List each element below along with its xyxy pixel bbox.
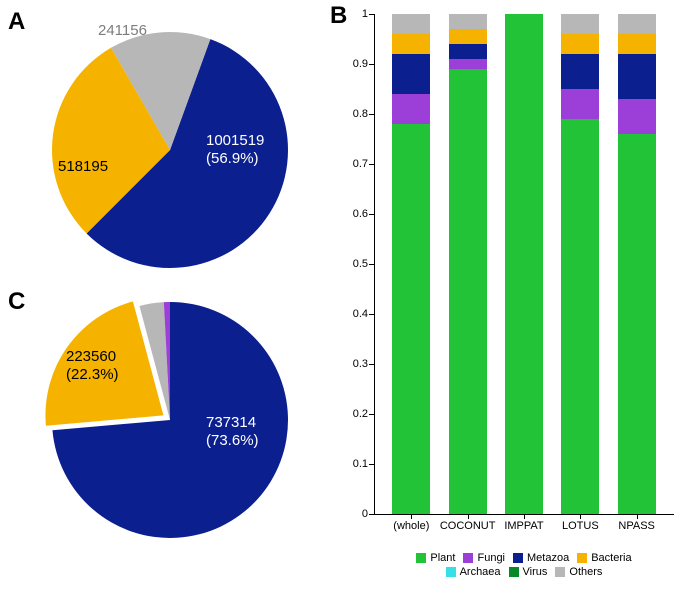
bar-segment [449,59,487,69]
y-tick-label: 0.3 [346,358,368,370]
bar [505,14,543,514]
y-tick-label: 0.7 [346,158,368,170]
legend-swatch [555,567,565,577]
y-tick [369,514,374,515]
bar-segment [561,119,599,514]
legend-label: Plant [430,552,455,564]
y-tick [369,164,374,165]
bar [449,14,487,514]
pie-c-value-label: 737314 (73.6%) [206,414,259,450]
bar-segment [392,94,430,124]
y-tick [369,364,374,365]
legend-swatch [509,567,519,577]
legend-label: Archaea [460,566,501,578]
bar-segment [618,134,656,514]
legend-label: Others [569,566,602,578]
y-tick-label: 0.4 [346,308,368,320]
y-tick [369,314,374,315]
y-tick [369,214,374,215]
x-tick [524,514,525,519]
y-tick-label: 0.9 [346,58,368,70]
bar-segment [449,69,487,514]
bar-segment [618,34,656,54]
y-tick-label: 0.2 [346,408,368,420]
y-tick [369,414,374,415]
legend-item: Metazoa [513,552,569,564]
legend-label: Fungi [477,552,505,564]
x-tick [468,514,469,519]
y-axis [374,14,375,514]
bar-segment [618,54,656,99]
x-tick-label: COCONUT [440,520,496,532]
bar-segment [561,14,599,34]
y-tick-label: 0.1 [346,458,368,470]
legend-item: Archaea [446,566,501,578]
legend: Plant Fungi Metazoa Bacteria Archaea Virus Oth… [374,552,674,580]
legend-item: Plant [416,552,455,564]
y-tick-label: 0.5 [346,258,368,270]
bar [561,14,599,514]
x-tick [637,514,638,519]
y-tick-label: 1 [346,8,368,20]
legend-label: Metazoa [527,552,569,564]
y-tick [369,114,374,115]
bar-segment [449,44,487,59]
bar-segment [392,14,430,34]
x-tick-label: IMPPAT [504,520,543,532]
legend-swatch [577,553,587,563]
pie-c [0,0,340,560]
legend-label: Bacteria [591,552,631,564]
legend-swatch [416,553,426,563]
y-tick-label: 0 [346,508,368,520]
bar-segment [561,89,599,119]
bar-segment [449,14,487,29]
y-tick [369,264,374,265]
y-tick-label: 0.8 [346,108,368,120]
legend-item: Virus [509,566,548,578]
x-tick-label: LOTUS [562,520,599,532]
x-tick-label: NPASS [618,520,654,532]
bar [392,14,430,514]
legend-swatch [513,553,523,563]
bar-segment [505,14,543,514]
legend-item: Fungi [463,552,505,564]
pie-c-value-label: 223560 (22.3%) [66,348,119,384]
bar-segment [618,99,656,134]
legend-label: Virus [523,566,548,578]
bar-segment [392,34,430,54]
y-tick-label: 0.6 [346,208,368,220]
bar-segment [392,54,430,94]
x-tick [580,514,581,519]
bar-segment [618,14,656,34]
legend-swatch [446,567,456,577]
bar [618,14,656,514]
bar-segment [449,29,487,44]
legend-swatch [463,553,473,563]
bar-segment [561,54,599,89]
x-tick [411,514,412,519]
bar-segment [561,34,599,54]
x-tick-label: (whole) [393,520,429,532]
stacked-bar-chart: 00.10.20.30.40.50.60.70.80.91(whole)COCO… [374,14,674,514]
legend-item: Others [555,566,602,578]
y-tick [369,464,374,465]
y-tick [369,14,374,15]
bar-segment [392,124,430,514]
legend-item: Bacteria [577,552,631,564]
y-tick [369,64,374,65]
